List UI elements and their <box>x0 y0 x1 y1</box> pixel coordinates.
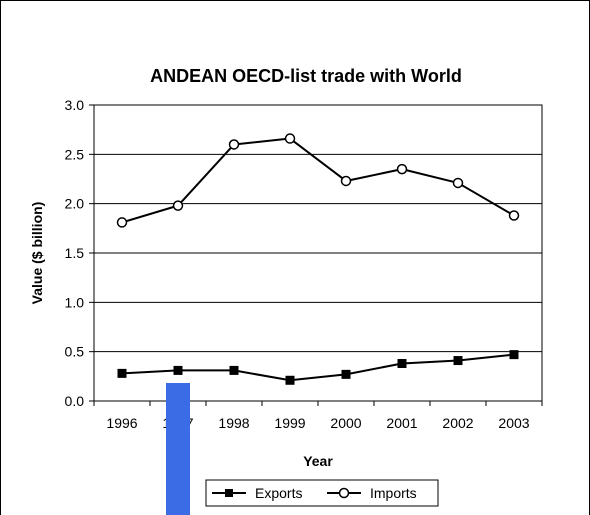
imports-series-line <box>121 137 515 224</box>
exports-point <box>173 365 183 375</box>
imports-point <box>396 163 408 175</box>
legend-imports-marker <box>338 487 350 499</box>
exports-point <box>509 350 519 360</box>
y-tick-label: 3.0 <box>65 97 85 113</box>
legend: Exports Imports <box>205 479 439 507</box>
legend-exports-marker <box>225 489 233 497</box>
exports-point <box>453 356 463 366</box>
x-tick-label: 1996 <box>106 415 137 431</box>
imports-point <box>116 217 128 228</box>
x-tick-label: 2003 <box>498 415 529 431</box>
legend-exports-label: Exports <box>255 485 302 501</box>
exports-point <box>229 365 239 375</box>
x-tick-label: 1999 <box>274 415 305 431</box>
imports-point <box>340 175 352 187</box>
gridlines <box>94 153 542 353</box>
y-tick-label: 2.0 <box>65 196 85 212</box>
exports-point <box>397 359 407 369</box>
y-tick-label: 1.5 <box>65 245 85 261</box>
imports-point <box>508 210 520 221</box>
y-axis-label: Value ($ billion) <box>29 202 45 305</box>
imports-point <box>228 139 240 150</box>
exports-point <box>341 369 351 379</box>
x-tick-label: 2001 <box>386 415 417 431</box>
y-tick-label: 2.5 <box>65 146 85 162</box>
exports-point <box>117 368 127 378</box>
exports-point <box>285 375 295 385</box>
chart-title: ANDEAN OECD-list trade with World <box>150 66 462 86</box>
y-tick-label: 0.5 <box>65 344 85 360</box>
x-tick-label: 1998 <box>218 415 249 431</box>
imports-point <box>284 133 296 144</box>
x-axis-label: Year <box>303 453 333 469</box>
imports-point <box>452 177 464 189</box>
y-axis: 0.0 0.5 1.0 1.5 2.0 2.5 3.0 <box>65 97 94 409</box>
x-tick-label: 2000 <box>330 415 361 431</box>
x-tick-label: 2002 <box>442 415 473 431</box>
y-tick-label: 1.0 <box>65 294 85 310</box>
imports-point <box>172 200 184 211</box>
exports-series-line <box>121 353 515 382</box>
overlay-bar <box>166 383 190 515</box>
x-axis: 19961997199819992000200120022003 <box>93 401 543 431</box>
y-tick-label: 0.0 <box>65 393 85 409</box>
series-layer <box>116 133 520 385</box>
legend-imports-label: Imports <box>370 485 417 501</box>
